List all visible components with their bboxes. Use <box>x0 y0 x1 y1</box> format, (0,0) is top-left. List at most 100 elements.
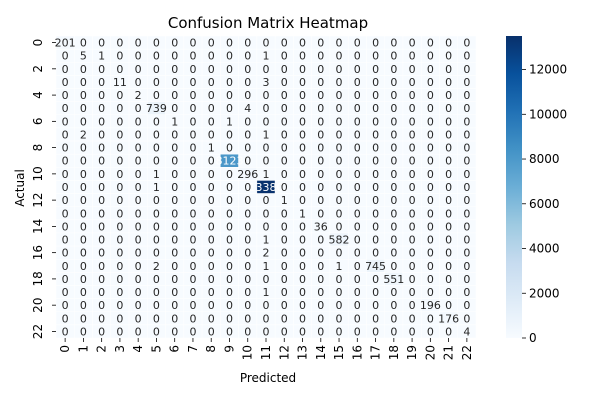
cell-value: 0 <box>463 194 470 207</box>
cell-value: 0 <box>445 76 452 89</box>
cell-value: 0 <box>135 207 142 220</box>
cell-value: 36 <box>314 220 328 233</box>
cell-value: 0 <box>317 76 324 89</box>
x-tick-label: 9 <box>222 345 236 353</box>
cell-value: 0 <box>80 168 87 181</box>
cell-value: 0 <box>208 155 215 168</box>
cell-value: 0 <box>427 128 434 141</box>
cell-value: 0 <box>281 312 288 325</box>
cell-value: 0 <box>116 37 123 50</box>
cell-value: 0 <box>317 168 324 181</box>
cell-value: 0 <box>244 155 251 168</box>
cell-value: 0 <box>445 102 452 115</box>
cell-value: 0 <box>372 63 379 76</box>
cell-value: 0 <box>390 89 397 102</box>
cell-value: 0 <box>445 220 452 233</box>
y-tick-label: 4 <box>31 91 45 99</box>
cell-value: 0 <box>244 247 251 260</box>
cell-value: 0 <box>98 89 105 102</box>
x-tick-label: 14 <box>314 345 328 360</box>
cell-value: 0 <box>135 102 142 115</box>
cell-value: 0 <box>427 260 434 273</box>
x-tick-label: 2 <box>95 345 109 353</box>
cell-value: 0 <box>445 286 452 299</box>
cell-value: 0 <box>445 273 452 286</box>
cell-value: 2 <box>135 89 142 102</box>
x-tick-label: 17 <box>369 345 383 360</box>
cell-value: 0 <box>135 299 142 312</box>
cell-value: 0 <box>208 260 215 273</box>
cell-value: 0 <box>445 168 452 181</box>
colorbar-ticks: 0 2000 4000 6000 8000 10000 12000 <box>522 63 567 345</box>
cell-value: 0 <box>409 207 416 220</box>
cell-value: 0 <box>299 155 306 168</box>
cell-value: 0 <box>390 325 397 338</box>
cell-value: 0 <box>244 234 251 247</box>
cell-value: 0 <box>427 142 434 155</box>
cell-value: 0 <box>80 63 87 76</box>
cell-value: 0 <box>336 168 343 181</box>
cell-value: 0 <box>116 102 123 115</box>
cell-value: 0 <box>372 50 379 63</box>
cell-value: 0 <box>263 37 270 50</box>
cell-value: 0 <box>263 194 270 207</box>
cell-value: 0 <box>226 142 233 155</box>
cell-value: 0 <box>244 207 251 220</box>
cell-value: 0 <box>80 207 87 220</box>
cell-value: 0 <box>390 50 397 63</box>
cell-value: 0 <box>372 286 379 299</box>
cell-value: 0 <box>153 155 160 168</box>
cell-value: 0 <box>62 128 69 141</box>
cell-value: 0 <box>153 115 160 128</box>
cell-value: 0 <box>171 325 178 338</box>
cell-value: 0 <box>98 260 105 273</box>
heatmap-cell-labels: 201 0 0 0 0 0 0 0 0 0 0 0 0 0 0 0 0 0 0 0 0 0 00 5 1 0 0 0 0 0 0 0 0 1 0 0 0… <box>55 37 471 339</box>
cell-value: 1 <box>226 115 233 128</box>
cell-value: 0 <box>281 128 288 141</box>
cell-value: 0 <box>390 247 397 260</box>
cell-value: 0 <box>354 181 361 194</box>
x-tick-label: 15 <box>332 345 346 360</box>
cell-value: 0 <box>336 181 343 194</box>
y-tick-label: 12 <box>31 192 45 207</box>
cell-value: 0 <box>354 89 361 102</box>
cell-value: 2 <box>263 247 270 260</box>
cell-value: 0 <box>244 50 251 63</box>
cell-value: 0 <box>189 273 196 286</box>
cell-value: 0 <box>427 273 434 286</box>
colorbar-tick-label: 4000 <box>529 242 560 256</box>
cell-value: 0 <box>463 155 470 168</box>
x-tick-label: 19 <box>405 345 419 360</box>
cell-value: 0 <box>244 142 251 155</box>
x-tick-label: 4 <box>131 345 145 353</box>
cell-value: 0 <box>171 155 178 168</box>
cell-value: 0 <box>263 312 270 325</box>
cell-value: 0 <box>80 273 87 286</box>
cell-value: 0 <box>354 102 361 115</box>
cell-value: 0 <box>98 128 105 141</box>
y-axis-label: Actual <box>13 169 27 207</box>
cell-value: 0 <box>336 299 343 312</box>
cell-value: 0 <box>62 234 69 247</box>
cell-value: 0 <box>281 102 288 115</box>
cell-value: 0 <box>427 286 434 299</box>
cell-value: 0 <box>409 115 416 128</box>
cell-value: 0 <box>208 299 215 312</box>
cell-value: 0 <box>153 220 160 233</box>
cell-value: 0 <box>153 247 160 260</box>
cell-value: 0 <box>189 168 196 181</box>
cell-value: 0 <box>135 115 142 128</box>
cell-value: 0 <box>299 273 306 286</box>
cell-value: 0 <box>135 234 142 247</box>
cell-value: 0 <box>390 286 397 299</box>
cell-value: 0 <box>80 312 87 325</box>
cell-value: 0 <box>116 220 123 233</box>
cell-value: 0 <box>336 102 343 115</box>
cell-value: 0 <box>317 128 324 141</box>
cell-value: 0 <box>445 128 452 141</box>
cell-value: 0 <box>445 181 452 194</box>
cell-value: 0 <box>317 37 324 50</box>
cell-value: 0 <box>427 312 434 325</box>
cell-value: 0 <box>62 181 69 194</box>
cell-value: 0 <box>116 273 123 286</box>
